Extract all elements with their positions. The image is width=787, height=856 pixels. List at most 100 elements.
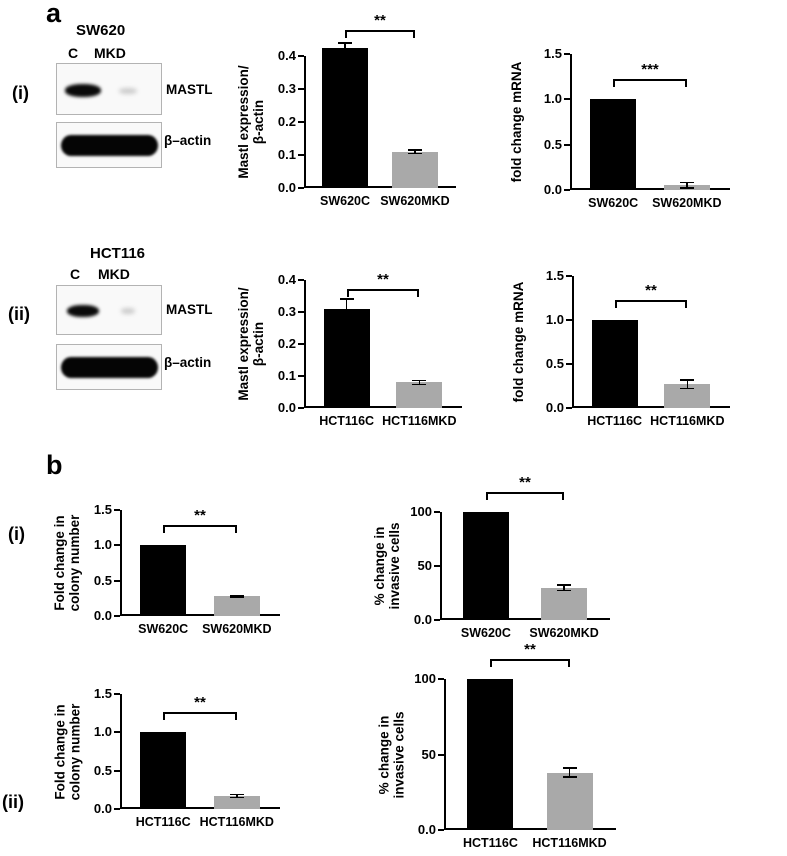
plot-area <box>440 512 610 620</box>
bar-SW620MKD <box>213 596 260 616</box>
chart-b-i-colony-number: Fold change in colony number 0.0 0.5 1.0 1.5… <box>48 476 288 642</box>
plot-area <box>120 694 280 809</box>
error-bar-whisker <box>568 768 571 778</box>
bar-HCT116MKD <box>664 384 711 408</box>
mastl-label-sw620: MASTL <box>166 82 213 97</box>
mastl-band-mkd <box>119 88 137 94</box>
bar-HCT116C <box>467 679 514 830</box>
sig-bracket-right <box>567 659 570 667</box>
y-tick-label: 1.5 <box>543 46 562 61</box>
error-bar-cap-top <box>412 379 427 382</box>
significance-stars: ** <box>645 282 657 299</box>
y-tick-label: 1.0 <box>93 724 112 740</box>
mastl-band-c <box>67 305 99 317</box>
y-tick <box>114 615 120 617</box>
y-tick-label: 100 <box>410 504 432 519</box>
x-category-label: HCT116C <box>462 836 518 850</box>
cell-line-title-hct116: HCT116 <box>90 245 146 262</box>
y-tick-label: 0.0 <box>93 801 112 816</box>
sig-bracket-line <box>613 79 687 82</box>
y-tick-label: 1.5 <box>93 686 112 701</box>
x-category-label: SW620MKD <box>380 194 450 208</box>
error-bar-whisker <box>686 182 688 189</box>
mastl-band-c <box>65 84 101 97</box>
y-tick <box>114 769 120 772</box>
x-category-label: SW620MKD <box>652 196 722 210</box>
significance-stars: ** <box>374 12 386 29</box>
y-tick <box>114 509 120 511</box>
blot-box-mastl-hct116 <box>56 285 162 335</box>
y-tick <box>298 407 304 409</box>
error-bar-cap-top <box>407 149 422 151</box>
y-tick <box>566 363 572 365</box>
y-tick <box>564 189 570 191</box>
sig-bracket-line <box>490 659 570 661</box>
actin-label-sw620: β–actin <box>164 133 212 148</box>
y-tick <box>114 808 120 810</box>
chart-a-ii-fold-change-mrna: fold change mRNA 0.0 0.5 1.0 1.5 HCT116C HCT11… <box>500 242 738 434</box>
error-bar-cap-bottom <box>680 387 695 390</box>
sig-bracket-left <box>163 525 166 534</box>
x-category-label: HCT116MKD <box>199 815 274 829</box>
actin-band <box>61 357 158 378</box>
x-category-label: HCT116MKD <box>532 836 607 850</box>
error-bar-cap-bottom <box>679 187 694 189</box>
y-tick <box>114 731 120 734</box>
y-tick-label: 0.2 <box>277 336 296 351</box>
sig-bracket-right <box>684 79 687 88</box>
error-bar-whisker <box>236 794 238 798</box>
bar-HCT116C <box>591 320 638 408</box>
y-tick <box>438 678 444 680</box>
error-bar-cap-bottom <box>339 317 354 320</box>
error-bar-cap-top <box>338 42 353 44</box>
sig-bracket-left <box>613 79 616 88</box>
sig-bracket-line <box>163 525 237 528</box>
error-bar-cap-bottom <box>562 776 577 778</box>
sig-bracket-line <box>346 288 420 291</box>
plot-area <box>304 56 456 188</box>
y-tick <box>298 375 304 377</box>
y-tick-label: 0.2 <box>277 114 296 129</box>
y-tick-label: 1.0 <box>93 537 112 553</box>
plot-area <box>304 280 462 408</box>
bar-SW620C <box>322 47 369 188</box>
y-tick <box>564 53 570 55</box>
lane-label-c: C <box>70 266 81 282</box>
y-tick <box>298 187 304 189</box>
sig-bracket-line <box>614 300 688 302</box>
y-tick <box>564 143 570 146</box>
y-tick-label: 0.0 <box>543 182 562 197</box>
significance-stars: ** <box>519 474 531 491</box>
error-bar-cap-bottom <box>338 51 353 54</box>
y-tick-label: 1.0 <box>543 91 562 107</box>
sig-bracket-line <box>485 492 565 494</box>
significance-stars: *** <box>641 61 659 79</box>
error-bar-cap-bottom <box>412 383 427 386</box>
y-axis-label: fold change mRNA <box>498 54 536 190</box>
blot-box-actin-hct116 <box>56 344 162 390</box>
y-axis-label: fold change mRNA <box>500 276 538 408</box>
x-category-label: SW620C <box>320 194 371 208</box>
sig-bracket-right <box>685 300 688 308</box>
actin-label-hct116: β–actin <box>164 355 212 370</box>
chart-a-i-mastl-expression: Mastl expression/ β-actin 0.0 0.1 0.2 0.3 0.4… <box>232 12 464 214</box>
panel-b-i-label: (i) <box>8 524 25 544</box>
y-tick <box>438 753 444 756</box>
bar-HCT116C <box>140 732 187 809</box>
x-category-label: SW620C <box>588 196 639 210</box>
chart-b-ii-colony-number: Fold change in colony number 0.0 0.5 1.0 1.5… <box>48 660 288 835</box>
bar-SW620C <box>462 512 509 620</box>
plot-area <box>570 54 730 190</box>
plot-area <box>572 276 730 408</box>
chart-a-ii-mastl-expression: Mastl expression/ β-actin 0.0 0.1 0.2 0.3 0.4… <box>232 246 470 434</box>
sig-bracket-left <box>490 659 493 667</box>
panel-a-ii-label: (ii) <box>8 304 30 324</box>
sig-bracket-left <box>345 30 348 38</box>
y-tick-label: 0.1 <box>277 147 296 162</box>
bar-SW620C <box>590 99 637 190</box>
error-bar-whisker <box>686 379 689 389</box>
y-tick-label: 1.0 <box>545 312 564 327</box>
y-axis-label: Fold change in colony number <box>48 510 86 616</box>
y-tick <box>298 55 304 57</box>
